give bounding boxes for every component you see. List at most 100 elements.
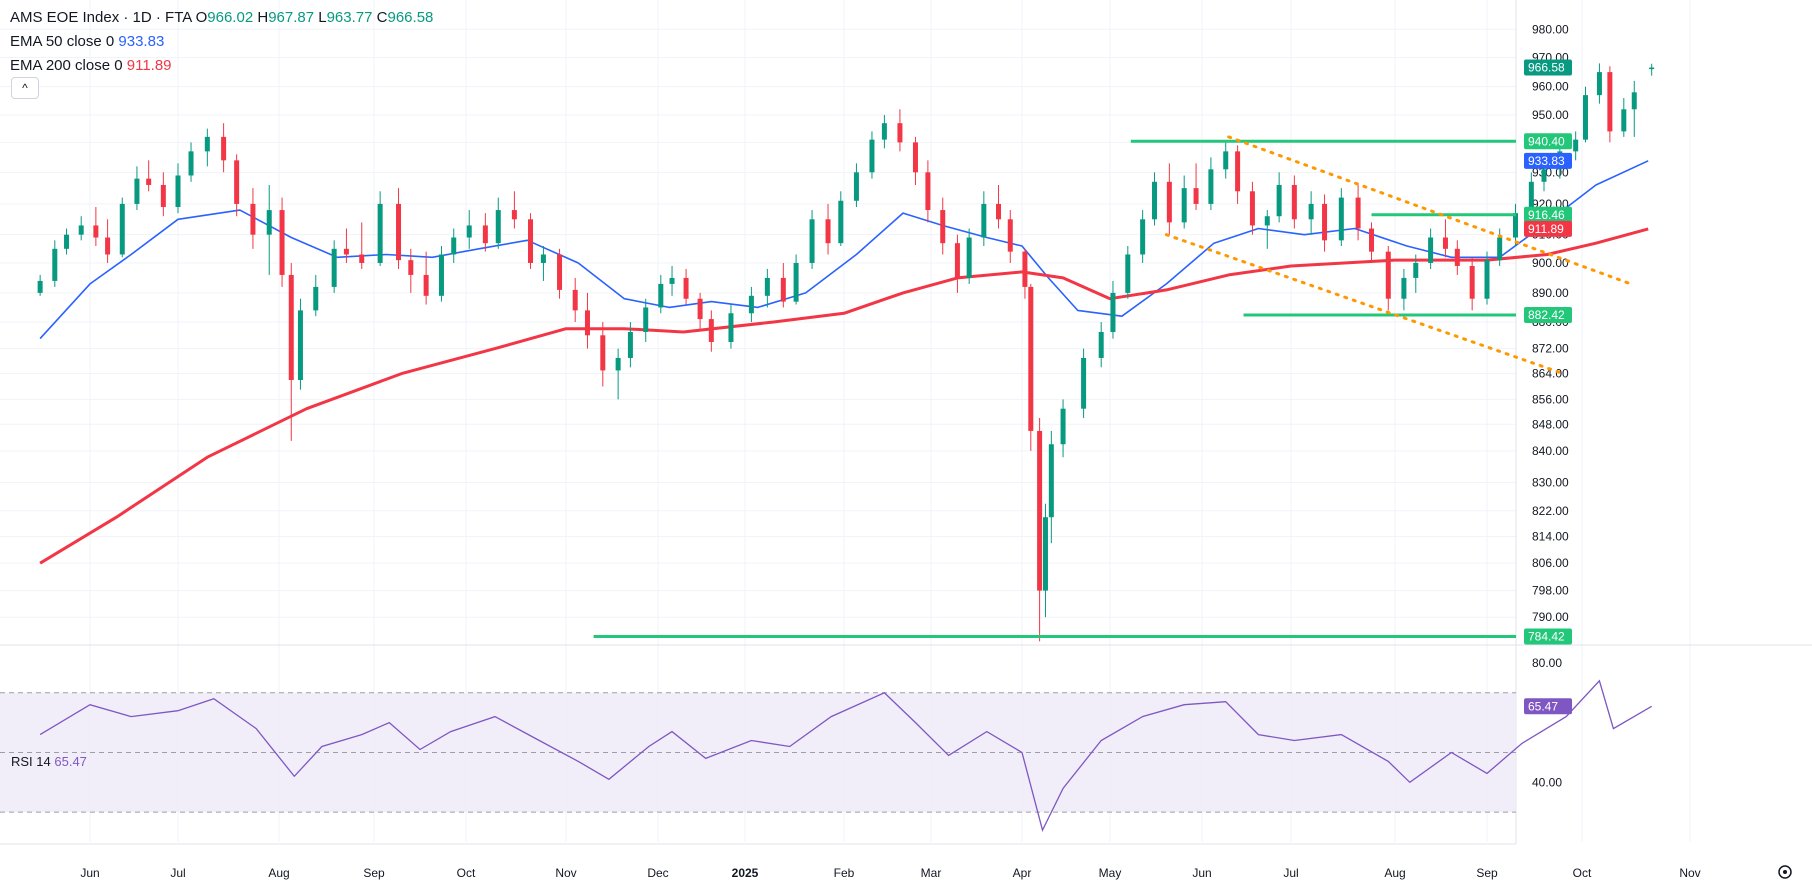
candle-body[interactable] (1028, 286, 1034, 431)
candle-body[interactable] (996, 203, 1002, 220)
candle-body[interactable] (1573, 139, 1579, 152)
candle-body[interactable] (78, 225, 84, 235)
candle-body[interactable] (1249, 191, 1255, 226)
candle-body[interactable] (134, 178, 140, 204)
candle-body[interactable] (1582, 95, 1588, 140)
candle-body[interactable] (669, 277, 675, 284)
candle-body[interactable] (1110, 292, 1116, 332)
candle-body[interactable] (1401, 277, 1407, 299)
candle-body[interactable] (1166, 181, 1172, 223)
candle-body[interactable] (981, 203, 987, 238)
candle-body[interactable] (482, 225, 488, 244)
candle-body[interactable] (1513, 213, 1518, 238)
candle-body[interactable] (1497, 237, 1503, 261)
candle-body[interactable] (377, 203, 383, 263)
candle-body[interactable] (188, 151, 194, 176)
candle-body[interactable] (466, 225, 472, 238)
candle-body[interactable] (1454, 248, 1460, 266)
candle-body[interactable] (1649, 67, 1655, 70)
candle-body[interactable] (1355, 197, 1361, 229)
candle-body[interactable] (940, 210, 946, 244)
candle-body[interactable] (204, 136, 210, 152)
candle-body[interactable] (1428, 237, 1434, 263)
candle-body[interactable] (697, 298, 703, 320)
candle-body[interactable] (37, 280, 43, 293)
candle-body[interactable] (1385, 251, 1391, 299)
candle-body[interactable] (853, 172, 859, 201)
candle-body[interactable] (423, 274, 429, 296)
candle-body[interactable] (793, 262, 799, 302)
candle-body[interactable] (511, 210, 517, 220)
candle-body[interactable] (1308, 203, 1314, 220)
candle-body[interactable] (557, 254, 563, 290)
candle-body[interactable] (64, 234, 70, 249)
collapse-legend-button[interactable]: ^ (11, 77, 39, 99)
candle-body[interactable] (1484, 260, 1490, 299)
candle-body[interactable] (912, 142, 918, 173)
candle-body[interactable] (359, 254, 365, 263)
candle-body[interactable] (764, 277, 770, 296)
candle-body[interactable] (343, 248, 349, 255)
candle-body[interactable] (1208, 169, 1214, 204)
candle-body[interactable] (93, 225, 99, 238)
candle-body[interactable] (966, 237, 972, 278)
candle-body[interactable] (1596, 72, 1602, 96)
candle-body[interactable] (313, 286, 319, 311)
candle-body[interactable] (954, 243, 960, 278)
candle-body[interactable] (160, 184, 166, 207)
candle-body[interactable] (1369, 228, 1375, 252)
candle-body[interactable] (627, 331, 633, 358)
candle-body[interactable] (234, 160, 240, 204)
candle-body[interactable] (540, 254, 546, 263)
candle-body[interactable] (250, 203, 256, 235)
candle-body[interactable] (288, 274, 294, 381)
candle-body[interactable] (495, 210, 501, 244)
candle-body[interactable] (175, 175, 181, 207)
candle-body[interactable] (1223, 151, 1229, 170)
candle-body[interactable] (780, 277, 786, 302)
trend-line[interactable] (1164, 233, 1565, 376)
candle-body[interactable] (119, 203, 125, 255)
candle-body[interactable] (615, 357, 621, 371)
candle-body[interactable] (266, 210, 272, 235)
candle-body[interactable] (1140, 219, 1146, 255)
candle-body[interactable] (1291, 184, 1297, 220)
candle-body[interactable] (297, 310, 303, 381)
candle-body[interactable] (748, 295, 754, 314)
candle-body[interactable] (331, 248, 337, 287)
candle-body[interactable] (279, 210, 285, 275)
trend-line[interactable] (1227, 135, 1633, 286)
candle-body[interactable] (869, 139, 875, 173)
gear-icon[interactable] (1778, 865, 1792, 879)
candle-body[interactable] (1081, 357, 1087, 409)
candle-body[interactable] (528, 219, 534, 263)
candle-body[interactable] (1338, 197, 1344, 241)
candle-body[interactable] (683, 277, 689, 299)
candle-body[interactable] (1181, 188, 1187, 223)
candle-body[interactable] (52, 248, 58, 281)
ema50-line[interactable] (39, 160, 1649, 340)
candle-body[interactable] (396, 203, 402, 261)
candle-body[interactable] (658, 283, 664, 308)
candle-body[interactable] (1621, 109, 1627, 132)
candle-body[interactable] (728, 313, 734, 342)
candle-body[interactable] (825, 219, 831, 244)
candle-body[interactable] (1235, 151, 1241, 192)
candle-body[interactable] (408, 260, 414, 275)
candle-body[interactable] (1048, 444, 1054, 518)
candle-body[interactable] (838, 200, 844, 244)
candle-body[interactable] (600, 335, 606, 371)
candle-body[interactable] (1098, 331, 1104, 358)
candle-body[interactable] (146, 178, 152, 185)
candle-body[interactable] (708, 319, 714, 342)
candle-body[interactable] (1193, 188, 1199, 204)
candle-body[interactable] (643, 307, 649, 332)
candle-body[interactable] (438, 254, 444, 296)
candle-body[interactable] (1469, 265, 1475, 299)
candle-body[interactable] (1022, 251, 1028, 287)
candle-body[interactable] (1125, 254, 1131, 293)
candle-body[interactable] (1042, 517, 1048, 591)
candle-body[interactable] (221, 136, 227, 161)
candle-body[interactable] (1541, 169, 1547, 182)
